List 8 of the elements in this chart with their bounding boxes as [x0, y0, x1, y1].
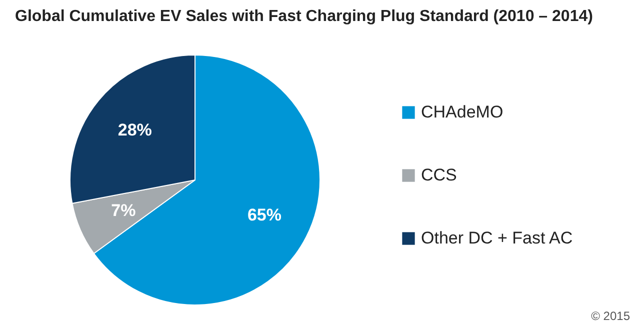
data-label: 28%: [118, 120, 152, 140]
legend-label: CCS: [421, 166, 457, 184]
data-label: 65%: [247, 205, 282, 224]
legend-label: CHAdeMO: [421, 102, 504, 122]
text: © 2015: [591, 309, 630, 323]
legend-label: Other DC + Fast AC: [421, 228, 573, 248]
data-label: 7%: [111, 200, 136, 220]
chart-title: Global Cumulative EV Sales with Fast Charging Plug Standard (2010 – 2014): [15, 8, 593, 25]
